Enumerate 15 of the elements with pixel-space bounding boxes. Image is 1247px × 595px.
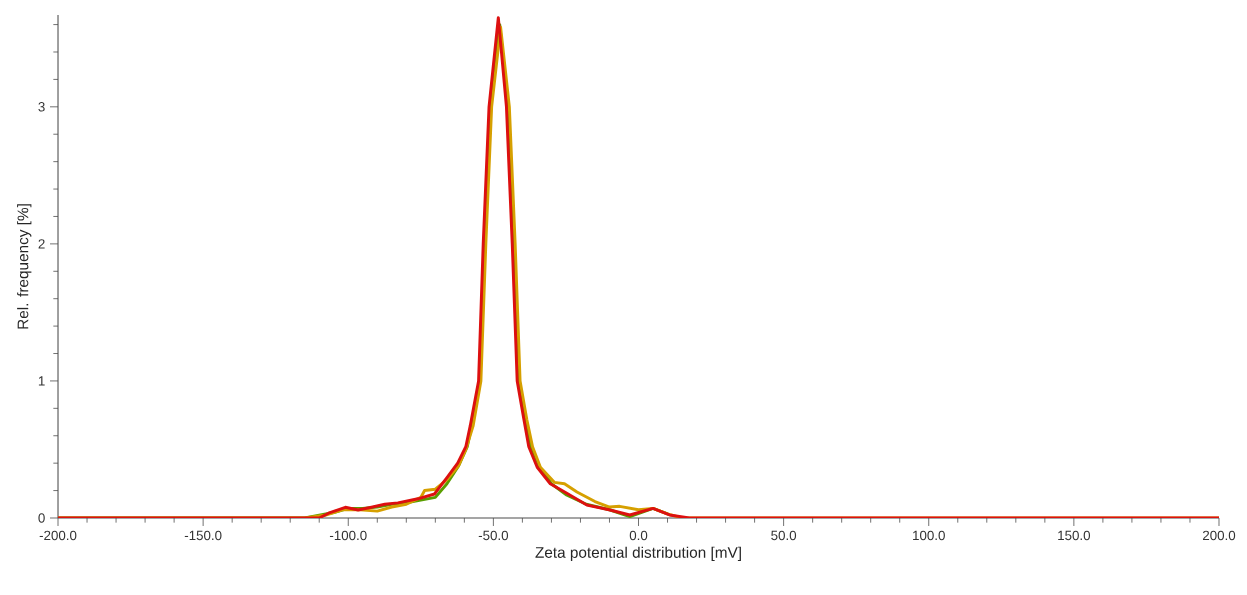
x-tick-label: -200.0 <box>39 530 77 541</box>
y-tick-label: 2 <box>38 239 45 249</box>
x-tick-label: 200.0 <box>1202 530 1236 541</box>
x-tick-label: -50.0 <box>478 530 509 541</box>
x-tick-label: 0.0 <box>629 530 648 541</box>
y-tick-label: 3 <box>38 102 45 112</box>
x-tick-label: -150.0 <box>184 530 222 541</box>
y-axis-title: Rel. frequency [%] <box>17 204 32 329</box>
x-tick-label: 100.0 <box>913 530 945 541</box>
y-tick-label: 1 <box>38 376 45 386</box>
y-tick-label: 0 <box>38 513 45 523</box>
x-axis-title: Zeta potential distribution [mV] <box>535 546 741 561</box>
x-tick-label: 150.0 <box>1058 530 1091 541</box>
x-tick-label: 50.0 <box>771 530 797 541</box>
x-tick-label: -100.0 <box>329 530 367 541</box>
